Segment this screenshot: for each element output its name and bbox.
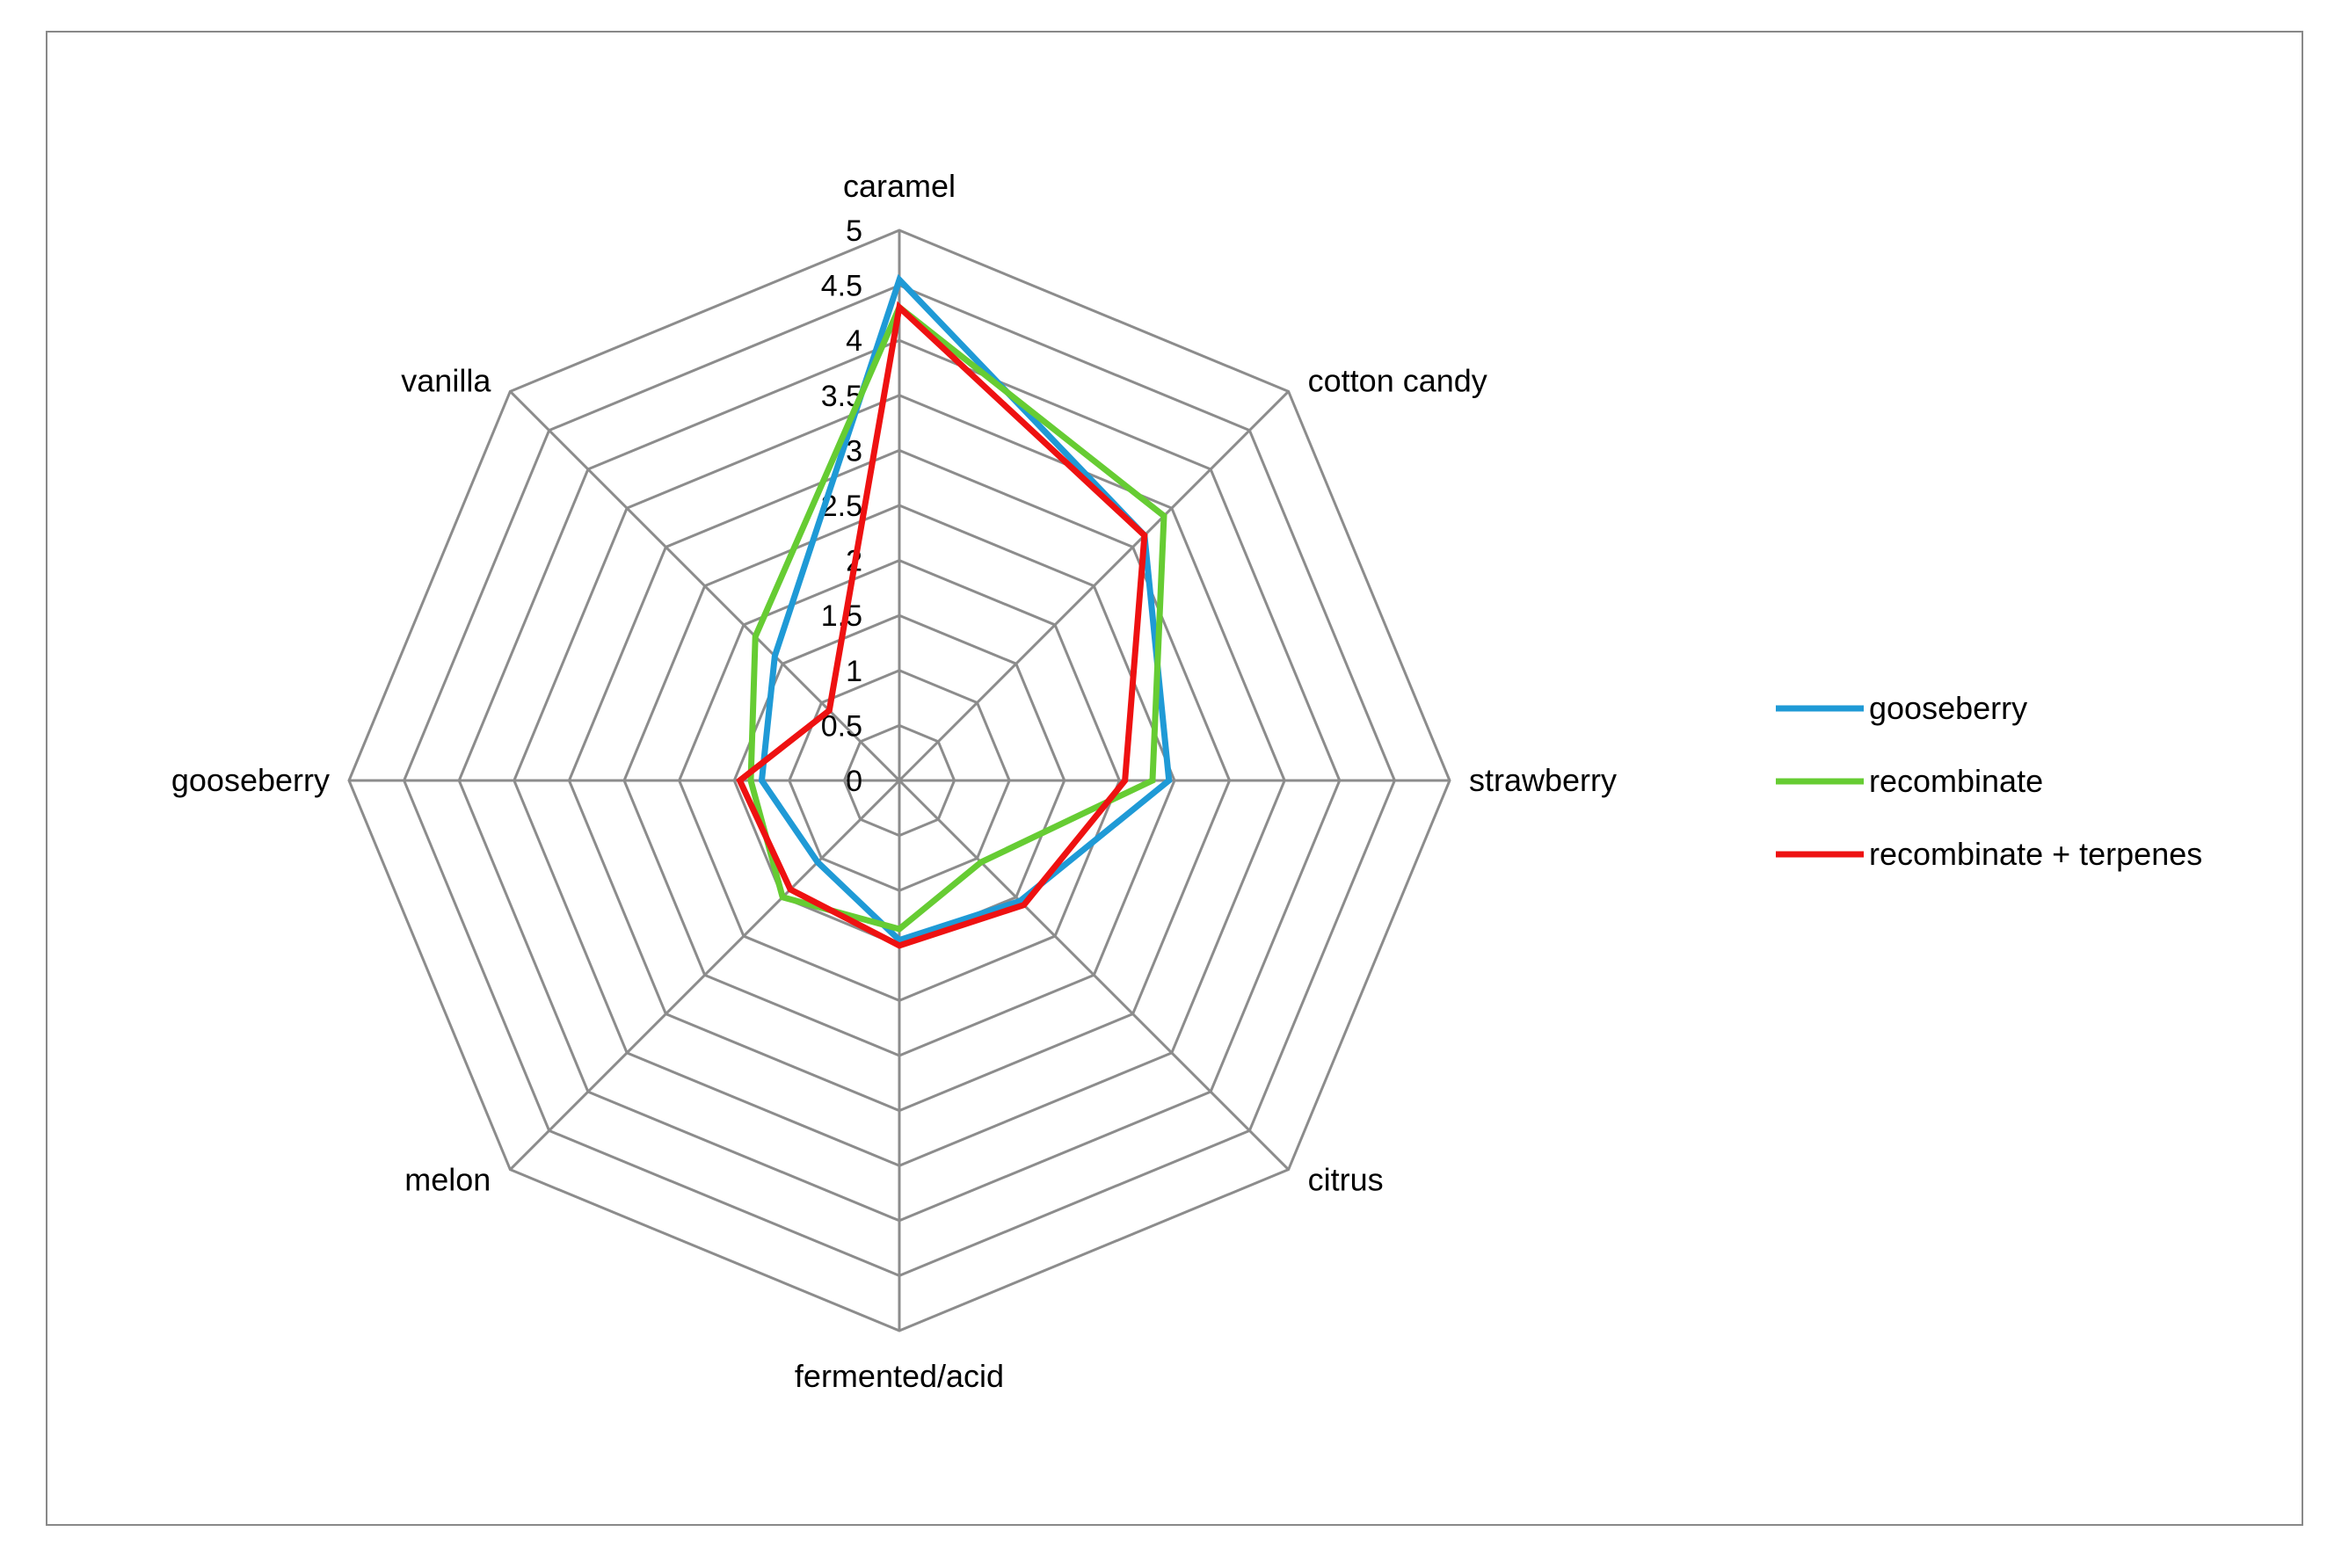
grid-spoke-3 bbox=[898, 779, 1290, 1171]
tick-label: 1 bbox=[846, 655, 862, 688]
series-line-recombinate bbox=[747, 302, 1167, 933]
series-line-recombinate-terpenes bbox=[736, 301, 1148, 949]
axis-label: strawberry bbox=[1469, 762, 1617, 798]
axis-label: cotton candy bbox=[1308, 362, 1487, 398]
tick-label: 4 bbox=[846, 324, 862, 358]
grid-spoke-1 bbox=[898, 390, 1290, 782]
tick-label: 0 bbox=[846, 765, 862, 798]
legend-label: recombinate bbox=[1869, 763, 2043, 799]
grid-spoke-5 bbox=[509, 779, 901, 1171]
axis-label: caramel bbox=[843, 168, 956, 204]
legend: gooseberry recombinate recombinate + terpe… bbox=[1776, 690, 2202, 872]
tick-label: 3 bbox=[846, 434, 862, 468]
tick-label: 4.5 bbox=[821, 270, 862, 303]
axis-labels: caramel cotton candy strawberry citrus ferme… bbox=[171, 168, 1617, 1394]
axis-label: melon bbox=[404, 1162, 491, 1198]
axis-label: vanilla bbox=[401, 362, 491, 398]
axis-label: citrus bbox=[1308, 1162, 1384, 1198]
data-series bbox=[736, 273, 1173, 949]
grid-spoke-7 bbox=[509, 390, 901, 782]
axis-label: gooseberry bbox=[171, 762, 330, 798]
series-line-gooseberry bbox=[758, 273, 1173, 944]
radar-grid bbox=[347, 229, 1451, 1332]
legend-label: recombinate + terpenes bbox=[1869, 836, 2202, 872]
legend-label: gooseberry bbox=[1869, 690, 2027, 726]
axis-label: fermented/acid bbox=[795, 1358, 1004, 1394]
tick-label: 5 bbox=[846, 214, 862, 248]
